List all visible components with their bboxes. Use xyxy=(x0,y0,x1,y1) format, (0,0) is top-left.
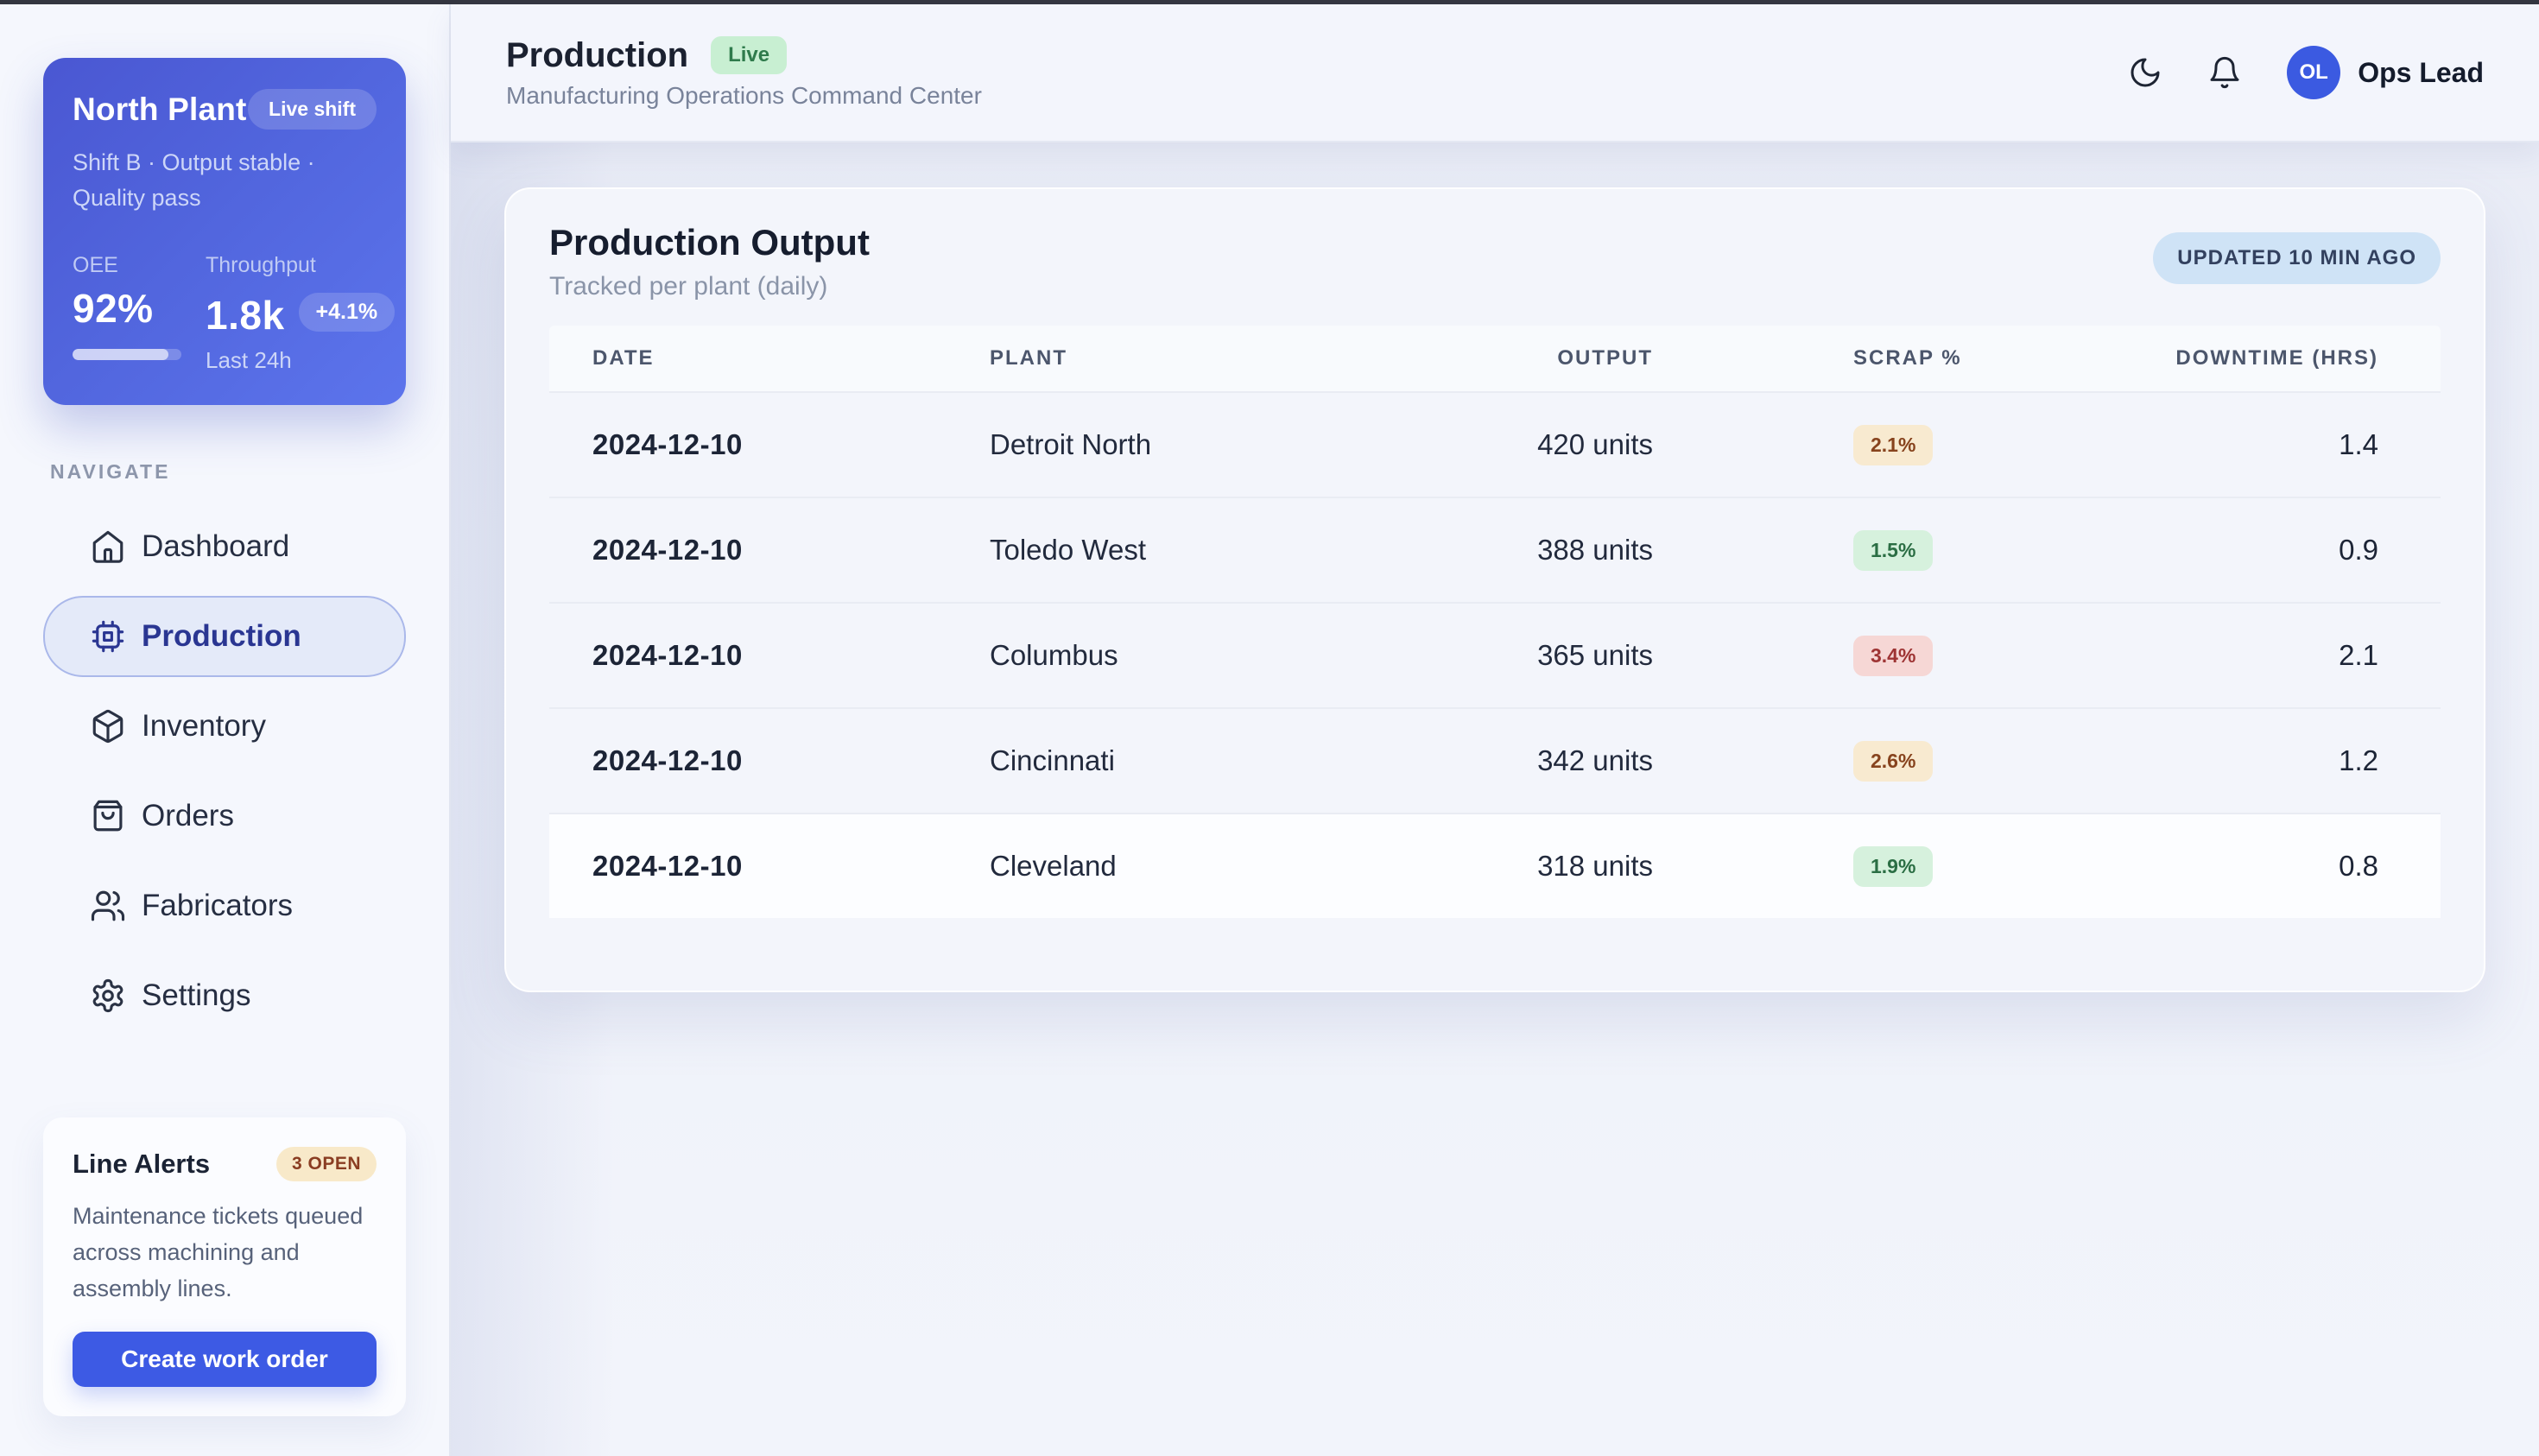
live-status-badge: Live xyxy=(711,36,788,74)
column-header-plant: PLANT xyxy=(990,346,1067,370)
column-header-downtime: DOWNTIME (HRS) xyxy=(2175,346,2378,370)
oee-progress-bar xyxy=(73,349,181,360)
table-row[interactable]: 2024-12-10 Toledo West 388 units 1.5% 0.… xyxy=(549,497,2441,602)
sidebar-item-label: Production xyxy=(142,619,301,653)
moon-icon xyxy=(2131,58,2160,87)
cell-plant: Cincinnati xyxy=(990,744,1115,776)
shopping-bag-icon xyxy=(90,798,126,834)
cell-downtime: 0.8 xyxy=(2339,850,2378,882)
scrap-badge: 3.4% xyxy=(1853,635,1934,676)
production-table: DATE PLANT OUTPUT SCRAP % DOWNTIME (HRS)… xyxy=(549,326,2441,918)
sidebar: North Plant Live shift Shift B · Output … xyxy=(0,4,451,1456)
sidebar-item-orders[interactable]: Orders xyxy=(43,775,406,857)
line-alerts-card: Line Alerts 3 OPEN Maintenance tickets q… xyxy=(43,1117,406,1416)
card-subtitle: Tracked per plant (daily) xyxy=(549,272,828,301)
cell-output: 420 units xyxy=(1537,428,1653,460)
scrap-badge: 1.5% xyxy=(1853,529,1934,571)
oee-label: OEE xyxy=(73,253,118,277)
avatar: OL xyxy=(2287,46,2341,99)
column-header-output: OUTPUT xyxy=(1557,346,1653,370)
oee-value: 92% xyxy=(73,286,154,331)
oee-progress-fill xyxy=(73,349,168,360)
cell-plant: Detroit North xyxy=(990,428,1152,460)
cell-output: 342 units xyxy=(1537,744,1653,776)
main-content: Production Output Tracked per plant (dai… xyxy=(451,142,2539,1456)
table-header-row: DATE PLANT OUTPUT SCRAP % DOWNTIME (HRS) xyxy=(549,326,2441,391)
home-icon xyxy=(90,529,126,565)
cell-date: 2024-12-10 xyxy=(592,850,743,882)
user-name: Ops Lead xyxy=(2358,56,2484,88)
cell-date: 2024-12-10 xyxy=(592,639,743,671)
create-work-order-button[interactable]: Create work order xyxy=(73,1332,377,1387)
cell-downtime: 1.2 xyxy=(2339,744,2378,776)
cell-output: 318 units xyxy=(1537,850,1653,882)
sidebar-item-label: Fabricators xyxy=(142,889,294,922)
table-row[interactable]: 2024-12-10 Cincinnati 342 units 2.6% 1.2 xyxy=(549,707,2441,813)
cell-date: 2024-12-10 xyxy=(592,428,743,460)
line-alerts-description: Maintenance tickets queued across machin… xyxy=(73,1203,364,1302)
cell-downtime: 0.9 xyxy=(2339,534,2378,566)
table-row[interactable]: 2024-12-10 Cleveland 318 units 1.9% 0.8 xyxy=(549,813,2441,918)
throughput-label: Throughput xyxy=(206,253,316,277)
plant-name: North Plant xyxy=(73,91,247,127)
sidebar-item-label: Settings xyxy=(142,978,251,1012)
sidebar-nav: Dashboard Production Inventory Orders xyxy=(43,506,406,1045)
package-icon xyxy=(90,708,126,744)
line-alerts-title: Line Alerts xyxy=(73,1149,211,1180)
users-icon xyxy=(90,888,126,924)
scrap-badge: 2.1% xyxy=(1853,424,1934,465)
scrap-badge: 1.9% xyxy=(1853,845,1934,887)
table-row[interactable]: 2024-12-10 Detroit North 420 units 2.1% … xyxy=(549,391,2441,497)
column-header-date: DATE xyxy=(592,346,655,370)
nav-section-label: NAVIGATE xyxy=(50,460,171,483)
cell-date: 2024-12-10 xyxy=(592,744,743,776)
card-title: Production Output xyxy=(549,222,870,263)
scrap-badge: 2.6% xyxy=(1853,740,1934,782)
sidebar-item-fabricators[interactable]: Fabricators xyxy=(43,865,406,946)
table-row[interactable]: 2024-12-10 Columbus 365 units 3.4% 2.1 xyxy=(549,602,2441,707)
sidebar-item-label: Orders xyxy=(142,799,234,832)
user-menu[interactable]: OL Ops Lead xyxy=(2287,46,2484,99)
production-output-card: Production Output Tracked per plant (dai… xyxy=(504,187,2485,992)
cell-downtime: 2.1 xyxy=(2339,639,2378,671)
cell-output: 388 units xyxy=(1537,534,1653,566)
gear-icon xyxy=(90,978,126,1014)
page-title: Production xyxy=(506,35,689,74)
live-shift-badge: Live shift xyxy=(248,89,377,130)
column-header-scrap: SCRAP % xyxy=(1853,346,1962,370)
sidebar-item-label: Inventory xyxy=(142,709,266,743)
cpu-icon xyxy=(90,618,126,655)
page-subtitle: Manufacturing Operations Command Center xyxy=(506,81,982,109)
sidebar-item-label: Dashboard xyxy=(142,529,290,563)
cell-date: 2024-12-10 xyxy=(592,534,743,566)
sidebar-item-settings[interactable]: Settings xyxy=(43,955,406,1036)
bell-icon xyxy=(2210,56,2239,89)
plant-status-summary: Shift B · Output stable · Quality pass xyxy=(73,149,315,211)
sidebar-item-inventory[interactable]: Inventory xyxy=(43,686,406,767)
throughput-value: 1.8k xyxy=(206,293,285,338)
throughput-caption: Last 24h xyxy=(206,347,292,373)
updated-badge: UPDATED 10 MIN AGO xyxy=(2153,232,2441,284)
cell-downtime: 1.4 xyxy=(2339,428,2378,460)
topbar: Production Live Manufacturing Operations… xyxy=(451,4,2539,142)
cell-output: 365 units xyxy=(1537,639,1653,671)
cell-plant: Columbus xyxy=(990,639,1118,671)
cell-plant: Cleveland xyxy=(990,850,1117,882)
cell-plant: Toledo West xyxy=(990,534,1146,566)
main-column: Production Live Manufacturing Operations… xyxy=(451,4,2539,1456)
open-alerts-badge: 3 OPEN xyxy=(275,1147,377,1182)
window-top-border xyxy=(0,0,2539,4)
sidebar-item-dashboard[interactable]: Dashboard xyxy=(43,506,406,587)
dark-mode-toggle[interactable] xyxy=(2128,55,2162,90)
app-root: North Plant Live shift Shift B · Output … xyxy=(0,4,2539,1456)
notifications-button[interactable] xyxy=(2207,55,2242,90)
throughput-delta-badge: +4.1% xyxy=(298,292,396,332)
sidebar-item-production[interactable]: Production xyxy=(43,596,406,677)
plant-status-card: North Plant Live shift Shift B · Output … xyxy=(43,58,406,405)
